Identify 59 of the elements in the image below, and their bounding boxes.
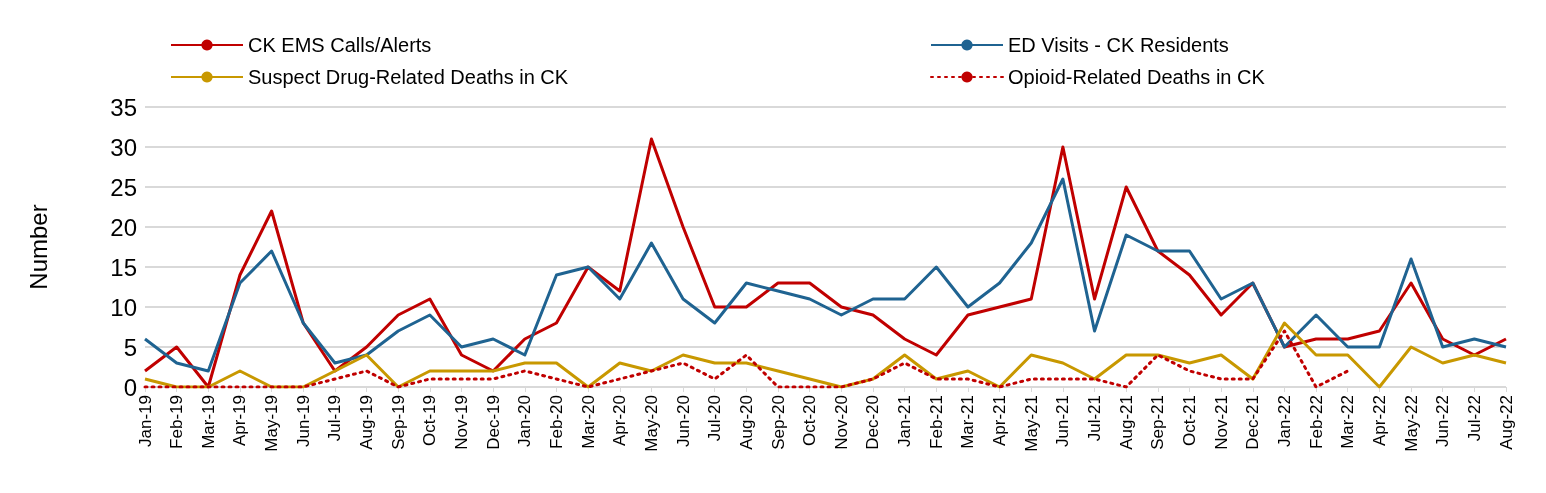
- x-tick-label: Sep-21: [1148, 395, 1168, 450]
- x-tick-label: Feb-22: [1306, 395, 1326, 449]
- x-tick-label: Jan-19: [135, 395, 155, 447]
- x-tick-label: Jan-20: [515, 395, 535, 447]
- legend-label: ED Visits - CK Residents: [1008, 34, 1229, 56]
- x-tick-label: Jun-22: [1433, 395, 1453, 447]
- x-tick-label: Nov-21: [1211, 395, 1231, 450]
- x-tick-label: Oct-21: [1179, 395, 1199, 447]
- x-tick-label: Dec-21: [1243, 395, 1263, 450]
- x-tick-label: Sep-20: [768, 395, 788, 450]
- x-tick-label: Aug-22: [1496, 395, 1516, 450]
- x-tick-label: Jul-20: [705, 395, 725, 442]
- y-tick-label: 5: [123, 333, 137, 361]
- x-tick-label: Mar-21: [958, 395, 978, 449]
- x-tick-label: Dec-20: [863, 395, 883, 450]
- x-tick-label: May-21: [1021, 395, 1041, 452]
- x-tick-label: Feb-20: [546, 395, 566, 449]
- x-tick-label: May-20: [641, 395, 661, 452]
- legend-label: Suspect Drug-Related Deaths in CK: [248, 66, 569, 88]
- line-series: [143, 321, 1508, 389]
- x-tick-label: Jun-19: [293, 395, 313, 447]
- x-tick-label: Apr-19: [230, 395, 250, 447]
- line-series: [143, 177, 1508, 373]
- x-tick-label: Oct-19: [420, 395, 440, 447]
- y-tick-label: 20: [110, 213, 137, 241]
- x-tick-label: Feb-21: [926, 395, 946, 449]
- x-tick-label: Apr-21: [990, 395, 1010, 447]
- x-tick-label: Jul-19: [325, 395, 345, 442]
- x-tick-label: May-19: [262, 395, 282, 452]
- x-tick-label: Jan-22: [1274, 395, 1294, 447]
- x-tick-label: Dec-19: [483, 395, 503, 450]
- y-tick-label: 10: [110, 293, 137, 321]
- x-tick-label: Jul-21: [1085, 395, 1105, 442]
- y-tick-label: 35: [110, 93, 137, 121]
- y-axis-title: Number: [24, 204, 52, 290]
- x-tick-label: Sep-19: [388, 395, 408, 450]
- x-tick-label: Aug-20: [736, 395, 756, 450]
- x-tick-label: Mar-22: [1338, 395, 1358, 449]
- x-tick-label: Jul-22: [1464, 395, 1484, 442]
- y-tick-label: 30: [110, 133, 137, 161]
- x-tick-label: Jun-20: [673, 395, 693, 447]
- x-tick-label: Apr-22: [1369, 395, 1389, 447]
- x-tick-label: Nov-20: [831, 395, 851, 450]
- y-tick-label: 25: [110, 173, 137, 201]
- y-tick-label: 0: [123, 373, 137, 401]
- x-tick-label: Aug-21: [1116, 395, 1136, 450]
- x-tick-label: Oct-20: [800, 395, 820, 447]
- x-tick-label: Aug-19: [357, 395, 377, 450]
- x-tick-label: Mar-19: [198, 395, 218, 449]
- x-tick-label: Jan-21: [895, 395, 915, 447]
- x-tick-label: Apr-20: [610, 395, 630, 447]
- x-tick-label: Mar-20: [578, 395, 598, 449]
- y-tick-label: 15: [110, 253, 137, 281]
- legend-label: CK EMS Calls/Alerts: [248, 34, 432, 56]
- x-tick-label: Feb-19: [167, 395, 187, 449]
- x-tick-label: May-22: [1401, 395, 1421, 452]
- legend-label: Opioid-Related Deaths in CK: [1008, 66, 1266, 88]
- x-tick-label: Nov-19: [452, 395, 472, 450]
- x-tick-label: Jun-21: [1053, 395, 1073, 447]
